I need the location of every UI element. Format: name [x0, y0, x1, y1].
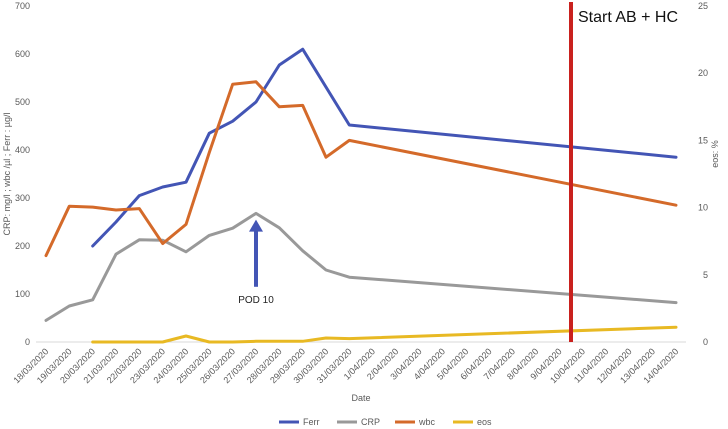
- y2-tick-label: 20: [698, 68, 708, 78]
- series-line-wbc: [44, 80, 678, 258]
- y-tick-label: 200: [15, 241, 30, 251]
- start-treatment-label: Start AB + HC: [578, 9, 678, 26]
- y2-tick-label: 10: [698, 203, 708, 213]
- annotations: Start AB + HC POD 10: [238, 2, 678, 342]
- legend-label-wbc: wbc: [418, 417, 436, 427]
- y2-tick-label: 0: [703, 337, 708, 347]
- y-tick-label: 600: [15, 49, 30, 59]
- x-axis-ticks: 18/03/202019/03/202020/03/202021/03/2020…: [11, 346, 680, 385]
- y2-tick-label: 5: [703, 270, 708, 280]
- y2-axis-title: eos: %: [710, 140, 720, 168]
- y-tick-label: 700: [15, 1, 30, 11]
- series-lines: [44, 47, 678, 344]
- y-tick-label: 500: [15, 97, 30, 107]
- legend-label-eos: eos: [477, 417, 492, 427]
- left-axis-ticks: 0 100 200 300 400 500 600 700: [15, 1, 30, 347]
- y2-tick-label: 25: [698, 1, 708, 11]
- right-axis-ticks: 0 5 10 15 20 25: [698, 1, 708, 347]
- x-axis-title: Date: [351, 393, 370, 403]
- y-tick-label: 0: [25, 337, 30, 347]
- y2-tick-label: 15: [698, 135, 708, 145]
- y-tick-label: 300: [15, 193, 30, 203]
- series-line-eos: [91, 325, 678, 344]
- pod-label: POD 10: [238, 295, 274, 306]
- legend-label-ferr: Ferr: [303, 417, 320, 427]
- series-line-ferr: [91, 47, 678, 248]
- y-tick-label: 100: [15, 289, 30, 299]
- legend: Ferr CRP wbc eos: [279, 417, 492, 427]
- pod-arrow-head: [249, 219, 263, 232]
- legend-label-crp: CRP: [361, 417, 380, 427]
- y-tick-label: 400: [15, 145, 30, 155]
- series-line-crp: [44, 211, 678, 322]
- y-axis-title: CRP: mg/l ; wbc /µl ; Ferr : µg/l: [2, 113, 12, 236]
